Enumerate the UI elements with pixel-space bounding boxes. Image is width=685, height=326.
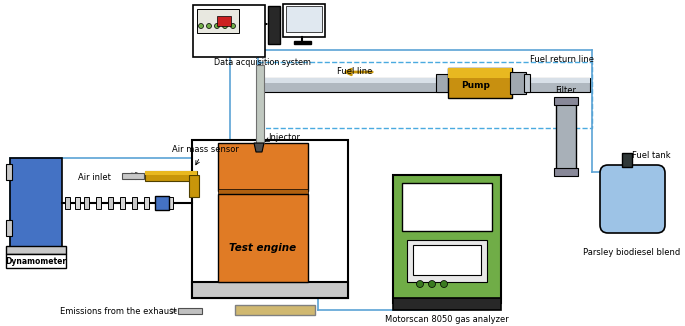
Bar — [217, 16, 231, 26]
Text: Injector: Injector — [268, 134, 300, 142]
Bar — [218, 143, 308, 191]
Circle shape — [416, 280, 423, 288]
Bar — [65, 197, 70, 209]
Bar — [6, 220, 12, 236]
Bar — [6, 246, 66, 254]
Text: Parsley biodiesel blend: Parsley biodiesel blend — [584, 248, 681, 257]
FancyBboxPatch shape — [600, 165, 665, 233]
Bar — [197, 9, 239, 33]
Text: Air inlet: Air inlet — [78, 173, 111, 183]
Circle shape — [429, 280, 436, 288]
Bar — [96, 197, 101, 209]
Bar — [6, 164, 12, 180]
Bar — [294, 41, 311, 44]
Bar — [192, 140, 348, 298]
Bar — [436, 74, 448, 92]
Circle shape — [206, 23, 212, 28]
Bar — [218, 194, 308, 282]
Text: Emissions from the exhaust: Emissions from the exhaust — [60, 306, 177, 316]
Bar — [132, 197, 137, 209]
Text: Dynamometer: Dynamometer — [5, 257, 66, 265]
Bar — [84, 197, 89, 209]
Bar — [235, 305, 315, 315]
Bar — [120, 197, 125, 209]
Text: Pump: Pump — [462, 81, 490, 90]
Bar — [75, 197, 80, 209]
Bar — [218, 189, 308, 194]
Bar — [156, 197, 161, 209]
Bar — [283, 4, 325, 37]
Bar — [554, 168, 578, 176]
Text: Data acquisition system: Data acquisition system — [214, 58, 312, 67]
Bar — [262, 78, 590, 92]
Circle shape — [230, 23, 236, 28]
Bar — [554, 97, 578, 105]
Bar — [524, 74, 530, 92]
Bar — [145, 171, 197, 175]
Bar — [122, 173, 144, 179]
Text: Fuel tank: Fuel tank — [632, 151, 671, 159]
Bar — [448, 68, 512, 98]
Circle shape — [199, 23, 203, 28]
Bar — [168, 197, 173, 209]
Bar — [145, 171, 197, 181]
Bar — [258, 62, 592, 128]
Bar — [413, 245, 481, 275]
Text: Test engine: Test engine — [229, 243, 297, 253]
Bar — [393, 298, 501, 310]
Text: Filter: Filter — [556, 86, 577, 95]
Bar — [286, 6, 322, 32]
Bar — [262, 78, 590, 83]
Bar — [189, 175, 199, 197]
Bar — [256, 65, 264, 143]
Bar — [6, 254, 66, 268]
Bar — [193, 5, 265, 57]
Text: Fuel return line: Fuel return line — [530, 55, 594, 65]
Text: Fuel line: Fuel line — [337, 67, 373, 76]
Text: Air mass sensor: Air mass sensor — [171, 145, 238, 154]
Bar — [407, 240, 487, 282]
Bar — [108, 197, 113, 209]
Bar — [144, 197, 149, 209]
Text: Motorscan 8050 gas analyzer: Motorscan 8050 gas analyzer — [385, 315, 509, 324]
Bar — [192, 282, 348, 298]
Bar — [178, 308, 202, 314]
Bar — [268, 6, 280, 44]
Circle shape — [223, 23, 227, 28]
Bar — [155, 196, 169, 210]
Bar — [556, 100, 576, 170]
Circle shape — [214, 23, 219, 28]
Polygon shape — [254, 143, 264, 152]
Bar — [510, 72, 526, 94]
Circle shape — [440, 280, 447, 288]
Bar — [393, 175, 501, 303]
Bar — [10, 158, 62, 248]
Bar — [402, 183, 492, 231]
Bar — [448, 68, 512, 78]
Bar — [622, 153, 632, 167]
